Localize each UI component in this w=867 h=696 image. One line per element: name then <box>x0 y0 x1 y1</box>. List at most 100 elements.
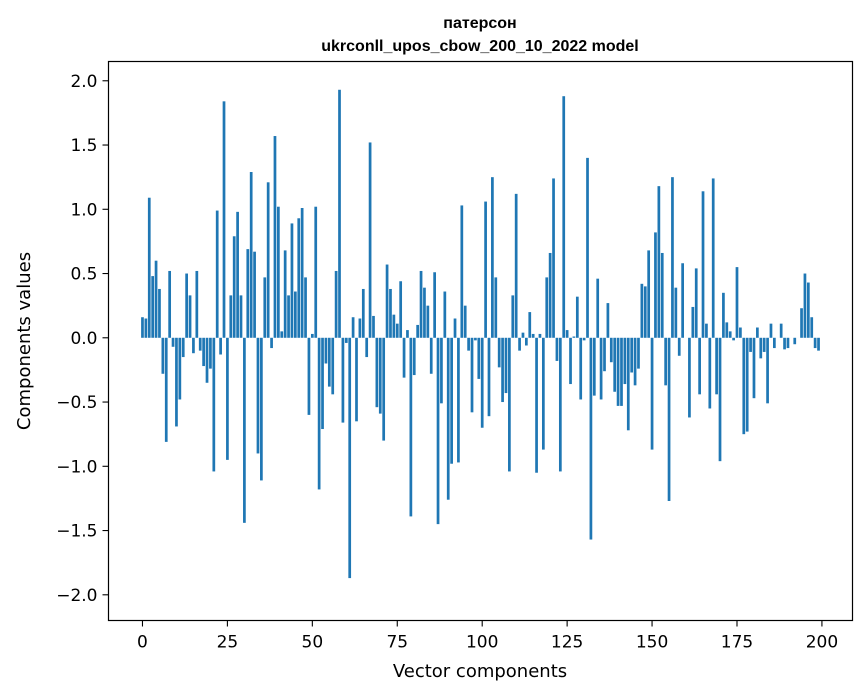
bar-119 <box>545 277 549 338</box>
bar-31 <box>246 249 250 338</box>
bar-33 <box>253 251 256 338</box>
bar-43 <box>287 295 290 338</box>
bar-190 <box>786 337 790 349</box>
bar-142 <box>623 337 627 385</box>
bar-175 <box>735 267 739 338</box>
bar-116 <box>535 337 538 473</box>
bar-71 <box>382 337 386 441</box>
bar-183 <box>762 337 766 352</box>
bar-59 <box>341 337 345 423</box>
bar-83 <box>423 287 426 338</box>
bar-115 <box>531 333 535 338</box>
bar-155 <box>667 337 671 501</box>
bar-121 <box>552 178 555 338</box>
bar-51 <box>314 206 318 338</box>
bar-152 <box>657 186 661 338</box>
bar-154 <box>664 337 668 386</box>
bar-4 <box>154 260 158 338</box>
bar-168 <box>711 178 715 338</box>
x-tick-label: 125 <box>551 633 583 653</box>
bar-93 <box>457 337 460 463</box>
y-axis-ticks: 2.0 1.5 1.0 0.5 0.0 −0.5 −1.0 −1.5 −2.0 <box>56 72 109 606</box>
bar-80 <box>412 337 416 376</box>
bar-64 <box>358 318 362 338</box>
bar-27 <box>232 236 236 338</box>
bar-38 <box>270 337 273 349</box>
y-axis-label: Components values <box>14 252 35 430</box>
bar-149 <box>647 250 651 338</box>
plot-frame <box>107 60 854 622</box>
bar-35 <box>260 337 263 481</box>
bar-150 <box>650 337 654 450</box>
bar-8 <box>168 270 172 338</box>
y-tick-label: 2.0 <box>70 72 97 92</box>
bar-180 <box>752 337 756 399</box>
bar-166 <box>705 323 708 338</box>
bar-157 <box>674 287 678 338</box>
bar-184 <box>766 337 769 404</box>
bar-34 <box>256 337 260 454</box>
bar-173 <box>728 331 732 338</box>
bar-148 <box>643 286 647 338</box>
bar-58 <box>338 89 341 338</box>
bar-46 <box>297 218 301 338</box>
bar-126 <box>569 337 572 385</box>
bar-159 <box>681 263 684 338</box>
bar-132 <box>589 337 593 540</box>
bar-108 <box>508 337 511 472</box>
bar-163 <box>694 268 698 338</box>
bar-47 <box>300 208 304 338</box>
bar-181 <box>756 327 759 338</box>
bar-199 <box>817 337 820 351</box>
bar-78 <box>406 330 409 338</box>
bar-130 <box>582 337 586 341</box>
bar-6 <box>161 337 165 374</box>
bar-12 <box>181 337 185 358</box>
bar-69 <box>375 337 379 408</box>
bar-136 <box>603 337 606 372</box>
bar-170 <box>718 337 722 462</box>
bar-13 <box>185 273 188 338</box>
bar-50 <box>310 333 314 338</box>
bar-182 <box>759 337 763 359</box>
bar-2 <box>147 197 151 338</box>
bar-135 <box>599 337 603 400</box>
bar-86 <box>433 272 436 338</box>
bar-98 <box>474 337 477 341</box>
bar-141 <box>620 337 623 406</box>
bar-101 <box>484 201 487 338</box>
bar-49 <box>307 337 311 415</box>
bar-195 <box>803 273 807 338</box>
y-tick-label: 1.0 <box>70 200 97 220</box>
y-tick-label: −2.0 <box>56 586 97 606</box>
y-tick-label: 0.0 <box>70 329 97 349</box>
bar-26 <box>229 295 233 338</box>
bar-44 <box>290 223 294 338</box>
bar-61 <box>348 337 352 579</box>
bar-198 <box>813 337 817 349</box>
bar-74 <box>392 314 396 338</box>
x-tick-label: 150 <box>636 633 668 653</box>
bar-7 <box>164 337 168 442</box>
bar-100 <box>480 337 484 428</box>
bar-0 <box>141 317 144 338</box>
bar-110 <box>514 193 518 338</box>
bar-165 <box>701 191 705 338</box>
bar-85 <box>429 337 433 374</box>
bar-112 <box>521 332 525 338</box>
bar-176 <box>739 327 742 338</box>
bar-90 <box>446 337 450 500</box>
bar-114 <box>528 312 532 338</box>
x-axis-label: Vector components <box>393 661 567 682</box>
bar-151 <box>654 232 657 338</box>
bar-5 <box>158 288 161 338</box>
bar-67 <box>368 142 372 338</box>
bar-129 <box>579 337 583 400</box>
bar-53 <box>321 337 324 430</box>
bar-102 <box>487 337 491 417</box>
bar-36 <box>263 277 267 338</box>
bar-139 <box>613 337 617 392</box>
bar-109 <box>511 295 515 338</box>
bar-73 <box>389 288 392 338</box>
